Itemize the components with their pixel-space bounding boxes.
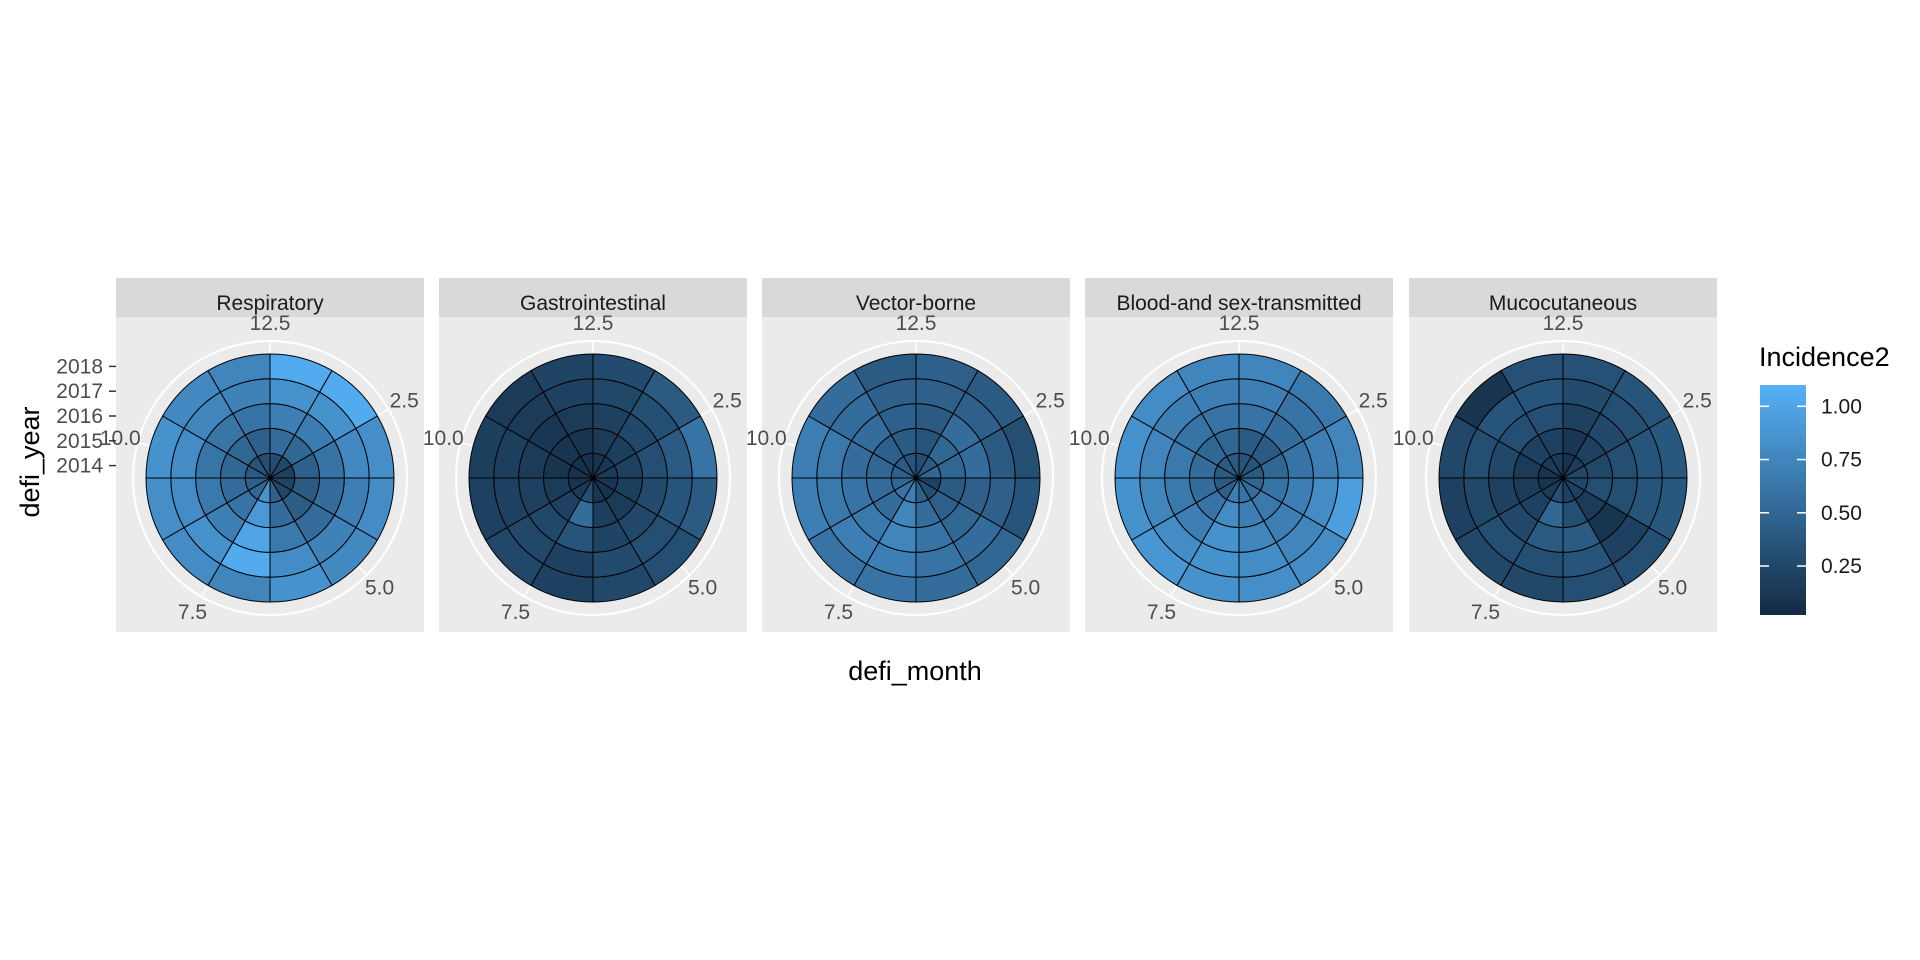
heatmap-wedge [1176,353,1240,393]
axes: defi_month defi_year 2014201520162017201… [15,355,982,686]
x-tick-label: 12.5 [1219,312,1260,335]
legend-title: Incidence2 [1759,342,1890,372]
x-tick-label: 2.5 [713,390,742,413]
x-tick-label: 12.5 [1543,312,1584,335]
facet-panel: Blood-and sex-transmitted 2.5 5.0 7.5 10.0 12… [1069,278,1393,632]
x-axis-title: defi_month [848,656,982,686]
y-tick-label: 2015 [56,430,103,453]
x-tick-label: 5.0 [1334,577,1363,600]
facet-panel: Vector-borne 2.5 5.0 7.5 10.0 12.5 [746,278,1070,632]
x-tick-label: 2.5 [1036,390,1065,413]
x-tick-label: 7.5 [824,601,853,624]
x-tick-label: 2.5 [390,390,419,413]
facet-panel: Respiratory 2.5 5.0 7.5 10.0 12.5 [100,278,424,632]
x-tick-label: 5.0 [1011,577,1040,600]
legend-label: 0.50 [1821,502,1862,525]
x-tick-label: 7.5 [501,601,530,624]
x-tick-label: 10.0 [1393,427,1434,450]
x-tick-label: 5.0 [1658,577,1687,600]
facet-strip-label: Mucocutaneous [1489,292,1637,315]
x-tick-label: 10.0 [1069,427,1110,450]
x-tick-label: 7.5 [1471,601,1500,624]
facet-panel: Gastrointestinal 2.5 5.0 7.5 10.0 12.5 [423,278,747,632]
legend-label: 0.75 [1821,449,1862,472]
fill-legend: Incidence2 0.25 0.50 0.75 1.00 [1759,342,1890,615]
heatmap-wedge [207,353,271,393]
facet-strip-label: Respiratory [216,292,324,315]
x-tick-label: 5.0 [688,577,717,600]
facet-strip-label: Gastrointestinal [520,292,666,315]
x-tick-label: 10.0 [100,427,141,450]
x-tick-label: 7.5 [1147,601,1176,624]
x-tick-label: 12.5 [573,312,614,335]
x-tick-label: 2.5 [1359,390,1388,413]
x-tick-label: 10.0 [423,427,464,450]
y-tick-label: 2018 [56,355,103,378]
facet-panel: Mucocutaneous 2.5 5.0 7.5 10.0 12.5 [1393,278,1717,632]
y-tick-label: 2014 [56,455,103,478]
x-tick-label: 5.0 [365,577,394,600]
x-tick-label: 10.0 [746,427,787,450]
y-tick-label: 2016 [56,405,103,428]
legend-label: 1.00 [1821,395,1862,418]
legend-label: 0.25 [1821,555,1862,578]
facet-strip-label: Blood-and sex-transmitted [1116,292,1361,315]
y-tick-label: 2017 [56,380,103,403]
x-tick-label: 2.5 [1683,390,1712,413]
facet-panels: Respiratory2.55.07.510.012.5Gastrointest… [100,278,1717,632]
facet-strip-label: Vector-borne [856,292,976,315]
x-tick-label: 12.5 [896,312,937,335]
y-axis-title: defi_year [15,406,45,517]
x-tick-label: 12.5 [250,312,291,335]
heatmap-wedge [530,353,594,393]
heatmap-wedge [1500,353,1564,393]
heatmap-wedge [853,353,917,393]
legend-colorbar [1760,385,1806,615]
x-tick-label: 7.5 [178,601,207,624]
